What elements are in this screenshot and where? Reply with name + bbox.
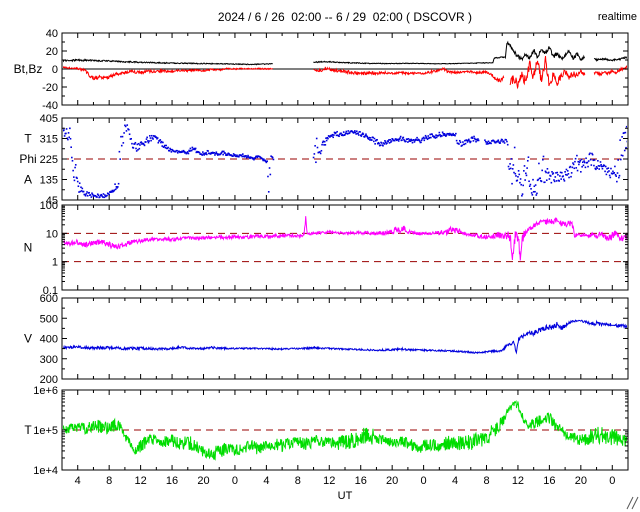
svg-text:300: 300 xyxy=(40,354,58,366)
svg-text:T: T xyxy=(24,132,32,146)
panel-speed: 600 500 400 300 200 V xyxy=(24,293,629,386)
svg-text:8: 8 xyxy=(483,475,489,487)
svg-text:0: 0 xyxy=(232,475,238,487)
svg-text:8: 8 xyxy=(106,475,112,487)
svg-text:4: 4 xyxy=(75,475,81,487)
svg-text:N: N xyxy=(24,241,33,255)
svg-text:Phi: Phi xyxy=(19,152,36,166)
svg-text:400: 400 xyxy=(40,334,58,346)
realtime-label: realtime xyxy=(597,11,637,23)
svg-text:4: 4 xyxy=(452,475,458,487)
svg-text:10: 10 xyxy=(46,228,58,240)
svg-text:500: 500 xyxy=(40,313,58,325)
svg-text:16: 16 xyxy=(543,475,555,487)
svg-text:0: 0 xyxy=(421,475,427,487)
svg-text:0.1: 0.1 xyxy=(43,285,58,297)
svg-text:0: 0 xyxy=(609,475,615,487)
svg-text:-40: -40 xyxy=(42,100,58,112)
svg-text:100: 100 xyxy=(40,200,58,212)
svg-text:0: 0 xyxy=(52,64,58,76)
svg-text:20: 20 xyxy=(386,475,398,487)
svg-text:V: V xyxy=(24,332,32,346)
resize-hatch-icon xyxy=(625,496,639,510)
svg-text:1e+6: 1e+6 xyxy=(33,385,58,397)
series-phi xyxy=(63,124,627,199)
series-v xyxy=(63,319,627,355)
series-bt xyxy=(63,40,627,66)
svg-text:1e+5: 1e+5 xyxy=(33,425,58,437)
svg-text:600: 600 xyxy=(40,293,58,305)
svg-text:1e+4: 1e+4 xyxy=(33,465,58,477)
svg-text:16: 16 xyxy=(166,475,178,487)
svg-text:135: 135 xyxy=(40,175,58,187)
svg-text:4: 4 xyxy=(263,475,269,487)
svg-text:Bt,Bz: Bt,Bz xyxy=(14,62,43,76)
svg-text:200: 200 xyxy=(40,374,58,386)
svg-text:12: 12 xyxy=(134,475,146,487)
svg-text:20: 20 xyxy=(575,475,587,487)
svg-text:225: 225 xyxy=(40,154,58,166)
svg-text:A: A xyxy=(24,173,32,187)
svg-text:T: T xyxy=(24,423,32,437)
series-n xyxy=(63,216,627,261)
svg-text:20: 20 xyxy=(197,475,209,487)
panel-phi: 405 315 225 135 45 T Phi A xyxy=(19,113,629,207)
panel-bt-bz: 40 20 0 -20 -40 Bt,Bz xyxy=(14,28,629,112)
panel-temperature: 1e+6 1e+5 1e+4 T xyxy=(24,385,629,477)
svg-text:45: 45 xyxy=(46,195,58,207)
svg-text:8: 8 xyxy=(295,475,301,487)
x-axis-title: UT xyxy=(338,490,353,502)
svg-text:12: 12 xyxy=(323,475,335,487)
svg-text:1: 1 xyxy=(52,257,58,269)
series-t xyxy=(63,399,627,461)
series-bz xyxy=(63,55,627,90)
plot-title: 2024 / 6 / 26 02:00 -- 6 / 29 02:00 ( DS… xyxy=(217,10,473,24)
svg-text:315: 315 xyxy=(40,134,58,146)
panel-density: 100 10 1 0.1 N xyxy=(24,200,629,297)
svg-text:-20: -20 xyxy=(42,82,58,94)
x-axis-labels: 4 8 12 16 20 0 4 8 12 16 20 0 4 8 12 16 20 0 UT xyxy=(75,475,616,502)
svg-text:16: 16 xyxy=(355,475,367,487)
svg-text:40: 40 xyxy=(46,28,58,40)
svg-text:20: 20 xyxy=(46,46,58,58)
svg-text:405: 405 xyxy=(40,113,58,125)
svg-text:12: 12 xyxy=(512,475,524,487)
